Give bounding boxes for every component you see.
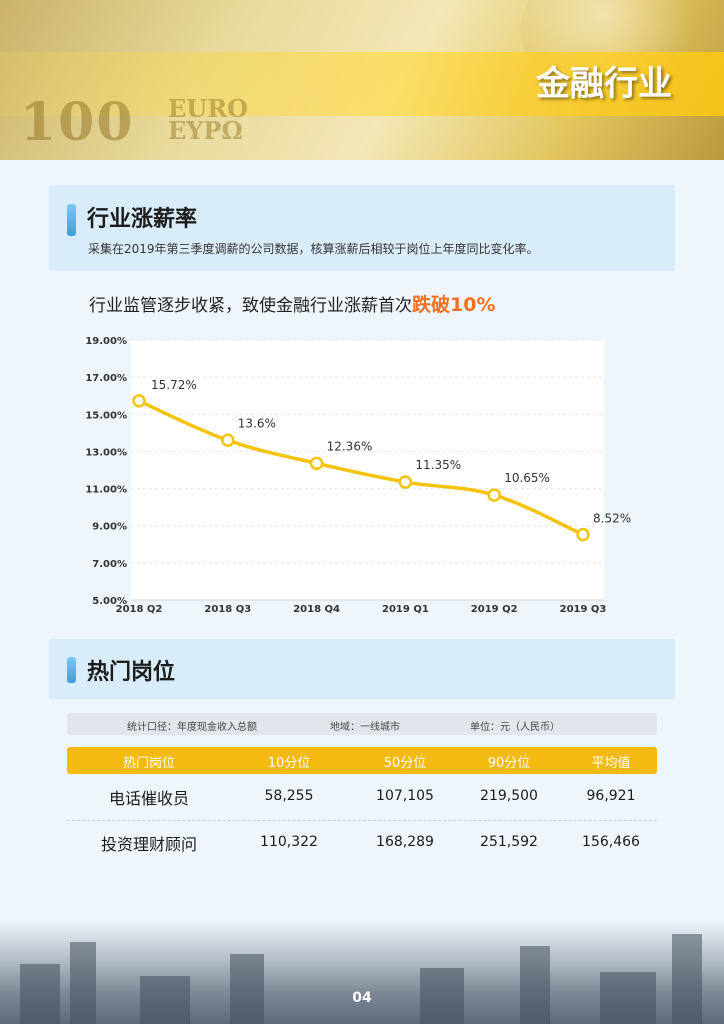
x-tick-label: 2018 Q2	[116, 604, 163, 615]
y-tick-label: 7.00%	[92, 559, 127, 570]
data-point	[221, 433, 235, 448]
job-title-cell: 投资理财顾问	[100, 835, 197, 854]
x-tick-label: 2018 Q3	[204, 604, 251, 615]
footer-city-image: 04	[0, 920, 724, 1024]
header-cell: 90分位	[487, 756, 531, 771]
y-tick-label: 5.00%	[92, 596, 127, 607]
y-tick-label: 11.00%	[85, 485, 127, 496]
building-shape	[70, 942, 96, 1024]
data-point	[309, 456, 324, 471]
header-cell: 热门岗位	[122, 756, 175, 771]
section-accent-bar	[67, 657, 76, 683]
y-tick-label: 19.00%	[85, 336, 127, 347]
chart-headline: 行业监管逐步收紧，致使金融行业涨薪首次跌破10%	[89, 294, 496, 316]
y-tick-label: 17.00%	[85, 373, 127, 384]
x-tick-label: 2019 Q3	[560, 604, 607, 615]
building-shape	[420, 968, 464, 1024]
headline-highlight: 跌破10%	[412, 294, 496, 316]
hero-title-band	[0, 52, 724, 116]
series-line	[138, 399, 584, 537]
p90-cell: 251,592	[480, 834, 538, 850]
building-shape	[140, 976, 190, 1024]
table-row: 电话催收员 58,255 107,105 219,500 96,921	[67, 776, 657, 821]
p10-cell: 58,255	[264, 788, 314, 804]
meta-caliber: 统计口径：年度现金收入总额	[127, 722, 257, 733]
page-title: 金融行业	[536, 64, 672, 104]
y-tick-label: 9.00%	[92, 522, 127, 533]
data-point	[487, 488, 501, 502]
data-label: 13.6%	[238, 416, 276, 430]
data-point	[132, 394, 146, 408]
section-header-hot-jobs: 热门岗位	[49, 639, 675, 699]
data-label: 10.65%	[504, 471, 550, 485]
building-shape	[20, 964, 60, 1024]
table-row: 投资理财顾问 110,322 168,289 251,592 156,466	[67, 822, 657, 866]
average-cell: 96,921	[586, 788, 636, 804]
meta-unit: 单位：元（人民币）	[470, 722, 560, 733]
data-label: 11.35%	[415, 458, 461, 472]
hero-banner: 100 EURO ΕΥΡΩ 金融行业	[0, 0, 724, 160]
section-header-salary-growth: 行业涨薪率 采集在2019年第三季度调薪的公司数据，核算涨薪后相较于岗位上年度同…	[49, 185, 675, 271]
plot-area	[131, 340, 604, 600]
data-label: 12.36%	[327, 439, 373, 453]
banknote-value: 100	[20, 92, 135, 153]
average-cell: 156,466	[582, 834, 640, 850]
data-point	[398, 475, 413, 489]
job-title-cell: 电话催收员	[108, 789, 189, 808]
y-tick-label: 13.00%	[85, 447, 127, 458]
building-shape	[230, 954, 264, 1024]
building-shape	[600, 972, 656, 1024]
table-header: 热门岗位 10分位 50分位 90分位 平均值	[67, 747, 657, 774]
section-description: 采集在2019年第三季度调薪的公司数据，核算涨薪后相较于岗位上年度同比变化率。	[88, 242, 539, 256]
section-title: 热门岗位	[87, 660, 176, 685]
page-number: 04	[352, 990, 372, 1006]
building-shape	[672, 934, 702, 1024]
x-tick-label: 2019 Q1	[382, 604, 429, 615]
data-label: 8.52%	[593, 512, 631, 526]
header-cell: 10分位	[267, 756, 311, 771]
section-title: 行业涨薪率	[87, 207, 198, 232]
p10-cell: 110,322	[260, 834, 318, 850]
header-cell: 50分位	[383, 756, 427, 771]
data-point	[576, 527, 590, 542]
meta-region: 地域：一线城市	[330, 722, 400, 733]
x-tick-label: 2018 Q4	[293, 604, 340, 615]
building-shape	[520, 946, 550, 1024]
banknote-text: EURO ΕΥΡΩ	[168, 94, 249, 145]
salary-growth-line-chart: 5.00% 7.00% 9.00% 11.00% 13.00% 15.00% 17.00% 1…	[85, 336, 631, 615]
y-tick-label: 15.00%	[85, 410, 127, 421]
table-meta-bar: 统计口径：年度现金收入总额 地域：一线城市 单位：元（人民币）	[67, 713, 657, 735]
p50-cell: 168,289	[376, 834, 434, 850]
p90-cell: 219,500	[480, 788, 538, 804]
section-accent-bar	[67, 204, 76, 236]
header-cell: 平均值	[591, 756, 631, 771]
x-tick-label: 2019 Q2	[471, 604, 518, 615]
p50-cell: 107,105	[376, 788, 434, 804]
data-label: 15.72%	[151, 378, 197, 392]
